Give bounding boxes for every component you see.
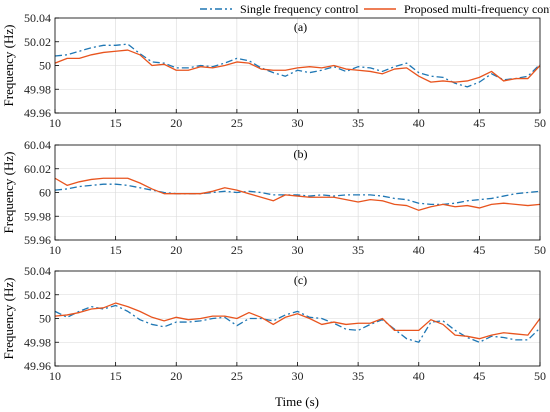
panel-label: (a) [294, 20, 307, 34]
x-tick-label: 15 [110, 116, 122, 130]
series-line-proposed [54, 49, 541, 83]
series-line-proposed [54, 177, 541, 211]
x-tick-label: 20 [170, 369, 182, 383]
y-axis-title: Frequency (Hz) [1, 278, 16, 360]
y-tick-label: 50.04 [24, 264, 51, 278]
x-tick-label: 45 [473, 243, 485, 257]
y-tick-label: 50.04 [24, 11, 51, 25]
series-line-single [54, 183, 541, 206]
legend-label-single: Single frequency control [240, 2, 359, 16]
y-tick-label: 49.96 [24, 359, 51, 373]
panel-c: 10 15 20 25 30 35 40 45 50 49.96 49.98 50 50.02 50.04… [1, 264, 546, 383]
x-tick-label: 15 [110, 243, 122, 257]
x-tick-label: 40 [413, 116, 425, 130]
panel-label: (c) [294, 273, 307, 287]
panel-a: 10 15 20 25 30 35 40 45 50 49.96 49.98 50 50.02 50.04… [1, 11, 546, 130]
x-tick-label: 45 [473, 116, 485, 130]
x-tick-label: 35 [352, 243, 364, 257]
legend: Single frequency control Proposed multi-… [200, 2, 550, 16]
x-tick-label: 40 [413, 243, 425, 257]
x-tick-label: 25 [231, 243, 243, 257]
y-tick-label: 60.04 [24, 138, 51, 152]
y-tick-label: 60.02 [24, 162, 51, 176]
panel-b: 10 15 20 25 30 35 40 45 50 59.96 59.98 60 60.02 60.04… [1, 138, 546, 257]
series-line-single [54, 304, 541, 343]
x-tick-label: 10 [49, 116, 61, 130]
x-tick-label: 10 [49, 369, 61, 383]
x-tick-label: 40 [413, 369, 425, 383]
x-tick-label: 15 [110, 369, 122, 383]
y-axis-title: Frequency (Hz) [1, 152, 16, 234]
x-tick-label: 30 [292, 116, 304, 130]
y-tick-label: 49.98 [24, 82, 51, 96]
y-tick-label: 50.02 [24, 288, 51, 302]
x-tick-label: 10 [49, 243, 61, 257]
panel-label: (b) [294, 147, 308, 161]
x-tick-label: 30 [292, 369, 304, 383]
y-tick-label: 49.96 [24, 106, 51, 120]
y-tick-label: 59.98 [24, 209, 51, 223]
x-tick-label: 25 [231, 116, 243, 130]
y-tick-label: 50.02 [24, 35, 51, 49]
x-tick-label: 35 [352, 116, 364, 130]
y-tick-label: 59.96 [24, 233, 51, 247]
y-tick-label: 50 [39, 59, 51, 73]
x-tick-label: 20 [170, 116, 182, 130]
x-tick-label: 30 [292, 243, 304, 257]
x-tick-label: 45 [473, 369, 485, 383]
y-tick-label: 60 [39, 186, 51, 200]
x-tick-label: 35 [352, 369, 364, 383]
x-tick-label: 50 [534, 243, 546, 257]
x-tick-label: 50 [534, 116, 546, 130]
x-tick-label: 25 [231, 369, 243, 383]
x-tick-label: 20 [170, 243, 182, 257]
y-axis-title: Frequency (Hz) [1, 25, 16, 107]
y-tick-label: 50 [39, 312, 51, 326]
x-axis-title: Time (s) [275, 394, 319, 409]
series-line-single [54, 43, 541, 88]
y-tick-label: 49.98 [24, 335, 51, 349]
series-line-proposed [54, 302, 541, 340]
legend-label-proposed: Proposed multi-frequency control [404, 2, 550, 16]
x-tick-label: 50 [534, 369, 546, 383]
